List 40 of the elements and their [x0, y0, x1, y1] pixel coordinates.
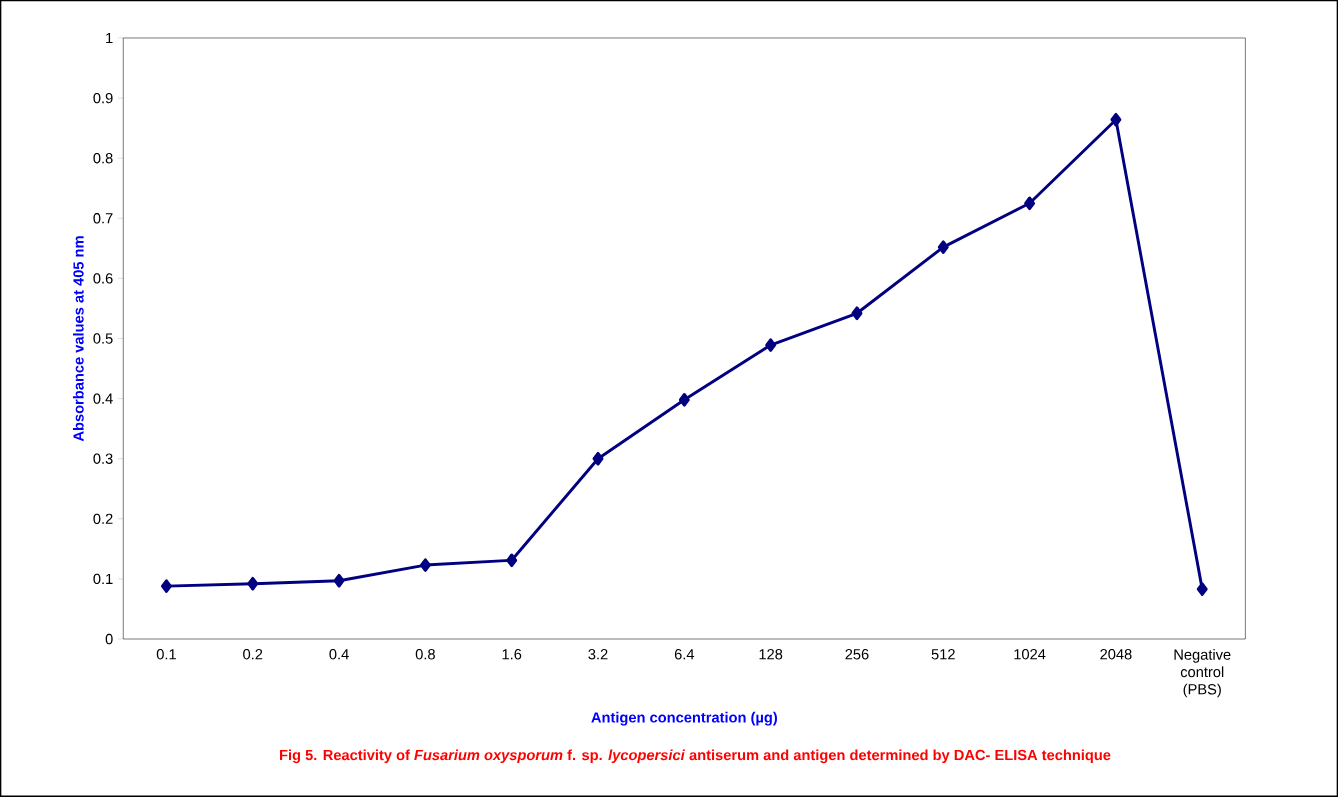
- point: [937, 240, 949, 254]
- y-tick-label: 0.9: [93, 92, 113, 104]
- point: [851, 306, 863, 321]
- x-axis-title: Antigen concentration (µg): [591, 711, 777, 726]
- y-tick-label: 0.7: [93, 213, 113, 224]
- x-tick-label: 0.4: [329, 649, 349, 660]
- x-tick-label: 3.2: [588, 649, 608, 660]
- y-axis-title: Absorbance values at 405 nm: [72, 236, 84, 442]
- point: [506, 553, 518, 568]
- x-tick-label: 256: [845, 649, 869, 660]
- caption: Fig 5. Reactivity of Fusarium oxysporum f. sp. lycopersici antiserum and antigen determined by DAC- ELISA technique: [280, 749, 1111, 764]
- y-tick-label: 0.4: [93, 393, 113, 404]
- x-tick-label: 0.8: [415, 649, 435, 660]
- x-tick-label: 2048: [1100, 649, 1132, 660]
- y-tick-label: 0.1: [93, 573, 113, 585]
- x-tick-label: 0.2: [243, 649, 263, 660]
- point: [333, 573, 345, 588]
- point: [1196, 582, 1208, 596]
- y-tick-label: 0.5: [93, 333, 113, 344]
- y-tick-label: 0.2: [93, 513, 113, 525]
- point: [419, 558, 431, 572]
- x-tick-label: 0.1: [156, 649, 176, 660]
- y-tick-label: 0.6: [93, 273, 113, 284]
- x-tick-label: 512: [931, 649, 955, 660]
- point: [160, 579, 172, 593]
- y-tick-label: 0.8: [93, 153, 113, 164]
- point: [592, 451, 604, 466]
- y-tick-label: 1: [106, 32, 113, 44]
- point: [1024, 196, 1036, 211]
- y-tick-label: 0.3: [93, 453, 113, 464]
- x-tick-label: 128: [759, 649, 783, 660]
- x-tick-label: 6.4: [674, 649, 695, 660]
- x-tick-label: 1.6: [502, 649, 522, 660]
- point: [765, 338, 777, 352]
- point: [1110, 112, 1122, 127]
- point: [678, 393, 690, 407]
- point: [247, 576, 259, 591]
- x-tick-label: Negative control (PBS): [1174, 649, 1231, 698]
- y-tick-label: 0: [105, 633, 113, 645]
- x-tick-label: 1024: [1014, 649, 1046, 660]
